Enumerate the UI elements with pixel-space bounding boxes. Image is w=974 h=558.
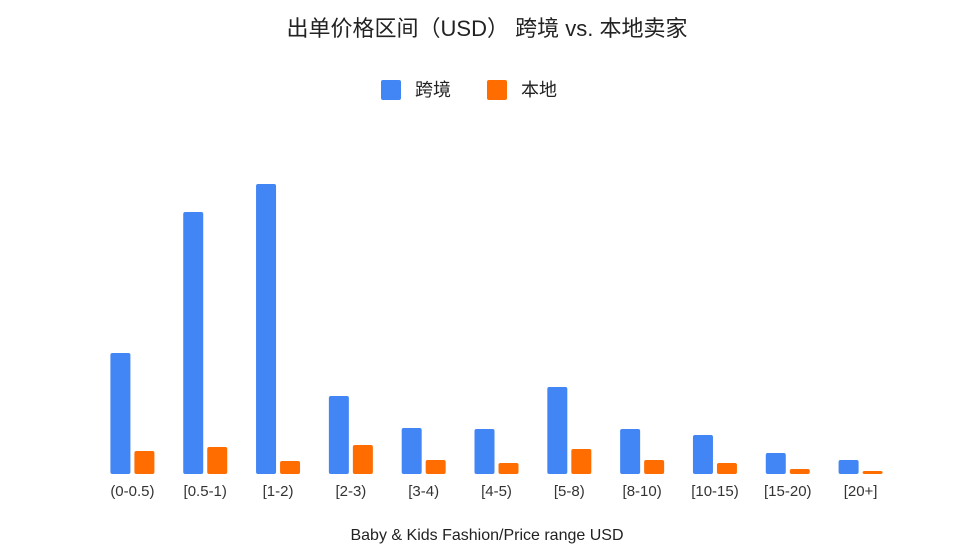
x-tick-label: [20+]	[844, 483, 878, 500]
x-tick-label: [10-15)	[691, 483, 739, 500]
bar	[328, 396, 349, 474]
bar	[110, 353, 131, 474]
bar	[789, 469, 810, 474]
bar	[620, 429, 641, 474]
bar	[280, 461, 301, 474]
x-tick-label: (0-0.5)	[110, 483, 154, 500]
bar	[571, 449, 592, 474]
bar	[547, 387, 568, 474]
bar	[838, 460, 859, 474]
x-tick-label: [4-5)	[481, 483, 512, 500]
legend-label: 跨境	[415, 80, 451, 100]
chart-title: 出单价格区间（USD） 跨境 vs. 本地卖家	[287, 16, 688, 41]
bar	[256, 184, 277, 474]
legend-swatch	[487, 80, 507, 100]
bar	[134, 451, 155, 474]
legend-swatch	[381, 80, 401, 100]
bar	[474, 429, 495, 474]
bar	[692, 435, 713, 474]
bar	[862, 471, 883, 474]
bar	[207, 447, 228, 474]
x-tick-label: [5-8)	[554, 483, 585, 500]
bar	[644, 460, 665, 474]
bar	[401, 428, 422, 474]
bar	[765, 453, 786, 474]
x-axis-label: Baby & Kids Fashion/Price range USD	[350, 527, 623, 544]
x-tick-label: [8-10)	[623, 483, 662, 500]
bar	[498, 463, 519, 474]
x-tick-label: [15-20)	[764, 483, 812, 500]
x-tick-label: [1-2)	[263, 483, 294, 500]
bar	[425, 460, 446, 474]
x-tick-label: [3-4)	[408, 483, 439, 500]
legend-label: 本地	[521, 80, 557, 100]
x-tick-label: [0.5-1)	[184, 483, 227, 500]
bar	[352, 445, 373, 474]
x-tick-label: [2-3)	[335, 483, 366, 500]
bar	[183, 212, 204, 474]
bar	[716, 463, 737, 474]
